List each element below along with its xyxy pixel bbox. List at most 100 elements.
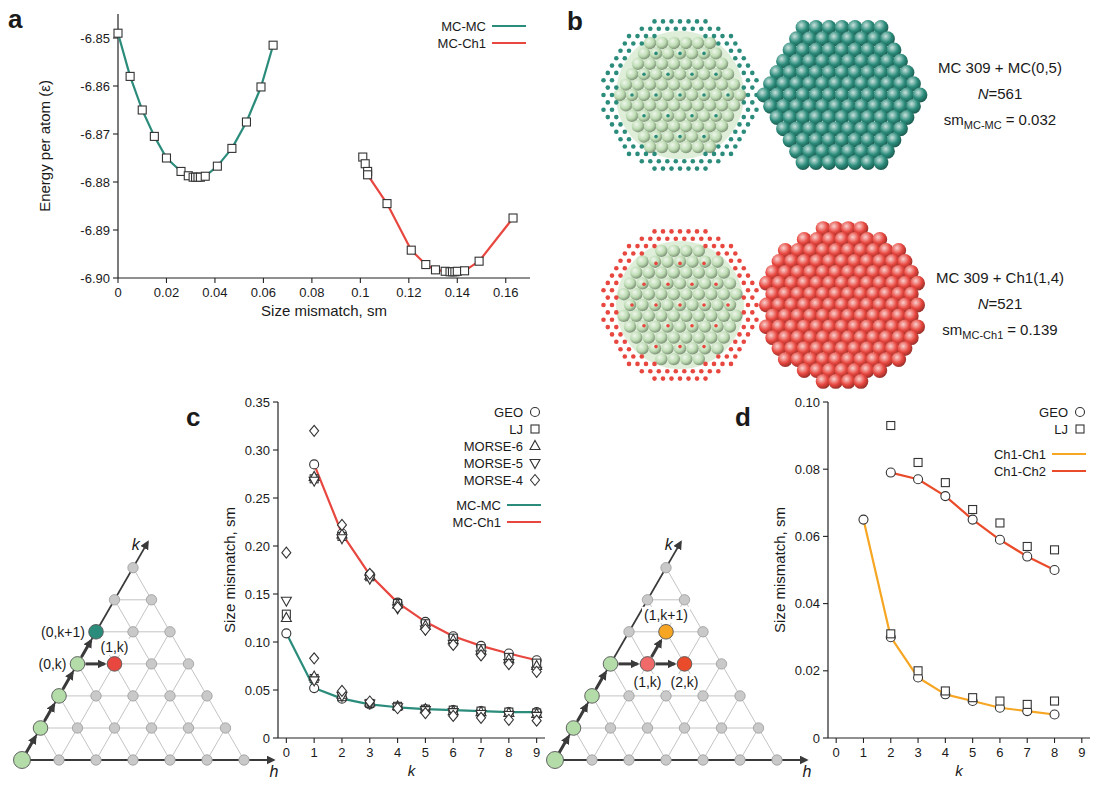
shell-dot — [652, 166, 657, 171]
shell-dot — [661, 229, 666, 234]
shell-dot — [682, 369, 687, 374]
core-atom — [636, 342, 648, 354]
legend-marker — [531, 425, 539, 433]
core-atom — [638, 130, 650, 142]
x-tick — [425, 738, 426, 743]
x-tick — [1027, 738, 1028, 743]
shell-dot — [703, 19, 708, 24]
shell-dot — [606, 71, 611, 76]
shell-dot — [702, 135, 706, 139]
core-atom — [630, 266, 642, 278]
core-atom — [655, 266, 667, 278]
highlighted-node — [52, 689, 67, 704]
core-atom — [638, 110, 650, 122]
shell-dot — [623, 130, 628, 135]
data-point — [364, 171, 372, 179]
core-atom — [716, 120, 728, 132]
core-atom — [626, 89, 638, 101]
shell-dot — [695, 19, 700, 24]
shell-dot — [737, 137, 742, 142]
lattice-node — [183, 723, 193, 733]
core-atom — [636, 277, 648, 289]
core-ground — [616, 241, 744, 369]
x-tick — [314, 738, 315, 743]
core-atom — [693, 288, 705, 300]
x-tick — [890, 738, 891, 743]
shell-dot — [716, 251, 721, 256]
core-atom — [643, 288, 655, 300]
data-point — [914, 458, 922, 466]
core-atom — [680, 37, 692, 49]
shell-dot — [666, 114, 670, 118]
y-tick — [273, 641, 278, 642]
x-tick-label: 3 — [914, 745, 921, 760]
shell-dot — [733, 130, 738, 135]
shell-dot — [742, 340, 747, 345]
figure: a-6.85-6.86-6.87-6.88-6.89-6.9000.020.04… — [0, 0, 1102, 790]
shell-dot — [601, 317, 606, 322]
core-atom — [705, 310, 717, 322]
core-atom — [722, 110, 734, 122]
shell-dot — [627, 347, 632, 352]
shell-dot — [654, 303, 658, 307]
panel-letter: d — [735, 402, 751, 432]
core-atom — [680, 331, 692, 343]
shell-dot — [678, 303, 682, 307]
y-tick — [273, 737, 278, 738]
y-tick — [113, 85, 118, 86]
shell-dot — [652, 244, 657, 249]
x-axis — [278, 737, 545, 738]
shell-dot — [674, 27, 679, 32]
core-atom — [680, 245, 692, 257]
shell-dot — [754, 303, 759, 308]
shell-dot — [712, 34, 717, 39]
core-atom — [711, 256, 723, 268]
x-tick-label: 0.14 — [445, 285, 470, 300]
shell-atom — [796, 155, 811, 170]
core-atom — [655, 310, 667, 322]
shell-dot — [686, 376, 691, 381]
shell-dot — [606, 115, 611, 120]
lattice-node — [716, 723, 726, 733]
shell-dot — [746, 107, 751, 112]
highlighted-node — [677, 657, 692, 672]
legend-line — [492, 42, 526, 44]
shell-dot — [610, 78, 615, 83]
lattice-node — [165, 691, 175, 701]
shell-dot — [669, 166, 674, 171]
shell-dot — [746, 288, 751, 293]
shell-dot — [703, 166, 708, 171]
shell-dot — [623, 56, 628, 61]
core-atom — [710, 130, 722, 142]
core-atom — [638, 47, 650, 59]
shell-dot — [601, 303, 606, 308]
shell-dot — [678, 166, 683, 171]
core-atom — [724, 320, 736, 332]
y-tick-label: 0 — [813, 731, 820, 746]
lattice-node — [202, 691, 212, 701]
core-atom — [650, 68, 662, 80]
y-tick-label: -6.90 — [80, 271, 110, 286]
data-point — [996, 519, 1004, 527]
x-axis-title: Size mismatch, sm — [261, 302, 387, 319]
core-atom — [686, 320, 698, 332]
lattice-node — [661, 755, 671, 765]
shell-dot — [652, 362, 657, 367]
x-tick-label: 0.06 — [251, 285, 276, 300]
shell-dot — [644, 244, 649, 249]
node-label: (1,k+1) — [644, 607, 688, 623]
lattice-node — [735, 755, 745, 765]
data-point — [126, 72, 134, 80]
core-atom — [699, 277, 711, 289]
node-label: (0,k) — [39, 656, 67, 672]
core-atom — [674, 320, 686, 332]
shell-dot — [631, 144, 636, 149]
y-axis — [277, 402, 278, 738]
lattice-node — [642, 595, 652, 605]
highlighted-node — [89, 625, 104, 640]
shell-dot — [635, 152, 640, 157]
shell-dot — [726, 303, 730, 307]
data-point — [422, 261, 430, 269]
cluster-full-view — [759, 221, 925, 389]
shell-dot — [725, 354, 730, 359]
